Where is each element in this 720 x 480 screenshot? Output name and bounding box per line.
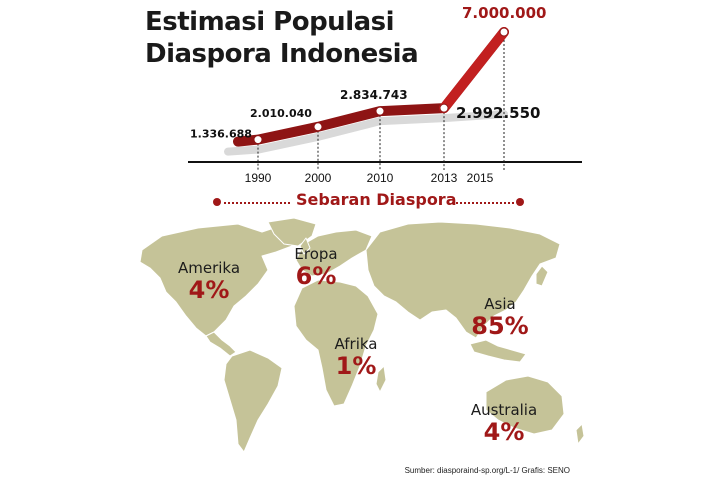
x-tick-label-2000: 2000 [305,171,332,185]
data-point-2015 [499,27,509,37]
region-name: Asia [484,295,516,313]
data-label-2013: 2.992.550 [456,104,540,122]
title-line-2: Diaspora Indonesia [145,39,419,69]
chart-title: Estimasi Populasi Diaspora Indonesia [145,6,445,70]
header-bullet-left [213,198,221,206]
uk-shape [299,237,311,255]
data-point-2000 [313,122,323,132]
series-line-highlight [439,27,509,114]
region-name: Amerika [177,259,241,277]
south-america-shape [223,349,283,453]
region-eropa: Eropa 6% [286,245,346,290]
header-bullet-right [516,198,524,206]
japan-shape [535,265,549,287]
region-afrika: Afrika 1% [326,335,386,380]
region-name: Eropa [294,245,338,263]
africa-shape [293,279,379,407]
region-percent: 6% [295,262,337,290]
x-tick-label-2013: 2013 [431,171,458,185]
data-point-2013 [439,103,449,113]
chart-plot-area: 1990 2000 2010 2013 2015 1.336.688 2.010.040 2.… [188,4,582,185]
region-asia: Asia 85% [470,295,530,340]
region-percent: 4% [483,418,525,446]
shadow-ribbon [224,110,508,156]
header-dotted-line-right [452,202,514,204]
region-percent: 85% [471,312,529,340]
x-tick-label-2010: 2010 [367,171,394,185]
data-label-2000: 2.010.040 [250,107,312,120]
region-amerika: Amerika 4% [172,259,246,304]
north-america-shape [139,223,297,337]
central-america-shape [205,331,237,357]
data-point-2010 [375,106,385,116]
asia-shape [365,221,561,339]
data-label-2015: 7.000.000 [462,4,546,22]
region-name: Australia [470,401,538,419]
new-zealand-shape [575,423,585,445]
madagascar-shape [375,365,387,393]
x-tick-label-2015: 2015 [467,171,494,185]
map-section-title: Sebaran Diaspora [296,190,457,209]
map-section-header: Sebaran Diaspora [0,190,720,214]
data-point-1990 [253,135,263,145]
x-tick-label-1990: 1990 [245,171,272,185]
region-percent: 4% [188,276,230,304]
population-line-chart: 1990 2000 2010 2013 2015 1.336.688 2.010.040 2.… [188,4,582,185]
indonesia-islands-shape [469,339,527,363]
header-dotted-line-left [224,202,290,204]
data-label-1990: 1.336.688 [190,128,252,141]
region-australia: Australia 4% [464,401,544,446]
region-percent: 1% [335,352,377,380]
data-label-2010: 2.834.743 [340,88,408,102]
region-name: Afrika [334,335,378,353]
title-line-1: Estimasi Populasi [145,7,395,37]
source-credit: Sumber: diasporaind-sp.org/L-1/ Grafis: … [404,466,570,475]
australia-shape [485,375,565,435]
